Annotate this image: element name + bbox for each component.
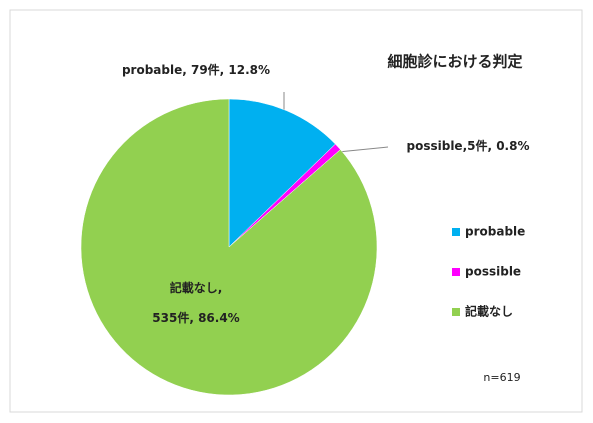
data-label: possible,5件, 0.8% [406, 139, 530, 153]
data-label: probable, 79件, 12.8% [121, 63, 271, 77]
legend-swatch [452, 228, 460, 236]
legend-label: probable [465, 225, 525, 239]
data-label: 記載なし, 535件, 86.4% [152, 281, 240, 325]
pie-slice [228, 98, 336, 248]
legend-swatch [452, 308, 460, 316]
pie-slice [80, 98, 378, 396]
legend-label: possible [465, 265, 521, 279]
legend-label: 記載なし [465, 304, 513, 319]
leader-line [337, 146, 389, 153]
legend-swatch [452, 268, 460, 276]
chart-title: 細胞診における判定 [387, 53, 522, 71]
annotation: n=619 [483, 371, 520, 384]
